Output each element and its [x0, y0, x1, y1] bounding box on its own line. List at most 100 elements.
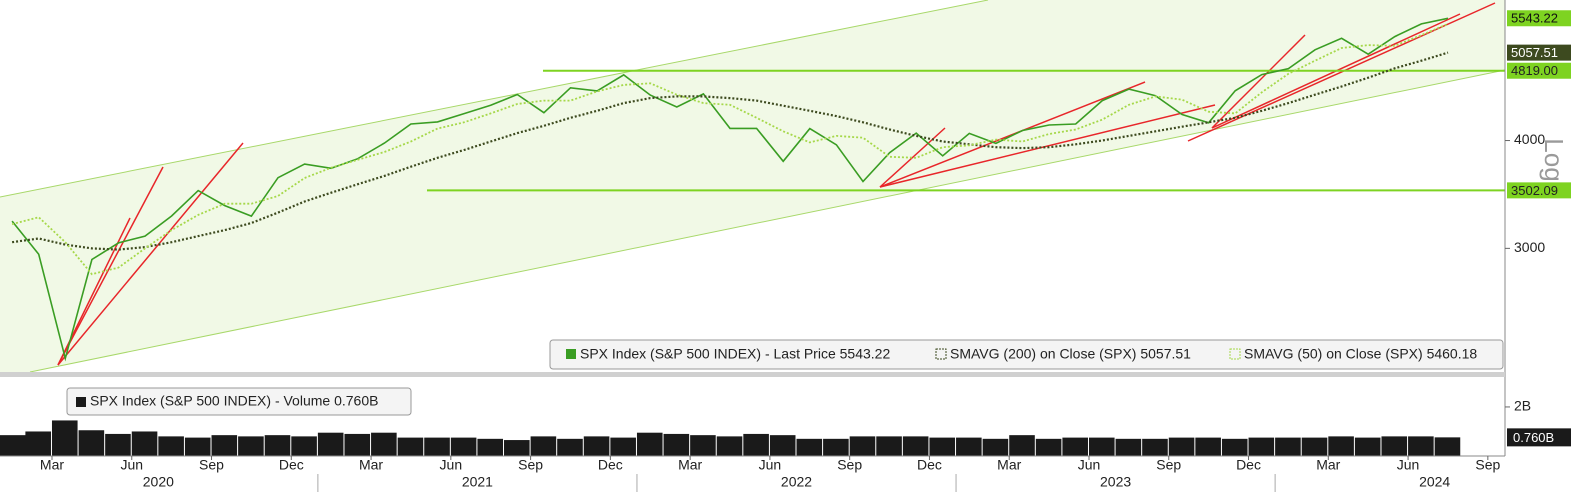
- x-tick-label: Jun: [440, 457, 463, 473]
- x-tick-label: Mar: [997, 457, 1021, 473]
- year-label: 2024: [1419, 474, 1450, 490]
- volume-bar: [716, 436, 743, 456]
- series-line: [11, 17, 1449, 362]
- year-label: 2022: [781, 474, 812, 490]
- year-label: 2023: [1100, 474, 1131, 490]
- legend-marker: [1229, 348, 1241, 360]
- x-tick-label: Dec: [279, 457, 304, 473]
- volume-bar: [450, 437, 477, 456]
- x-tick-label: Dec: [917, 457, 942, 473]
- volume-bar: [477, 438, 504, 456]
- volume-bar: [610, 437, 636, 456]
- volume-bar: [663, 433, 690, 456]
- x-tick-label: Sep: [518, 457, 543, 473]
- volume-bar: [636, 432, 663, 456]
- volume-bar: [1115, 438, 1142, 456]
- volume-bar: [158, 436, 184, 456]
- volume-bar: [291, 436, 317, 456]
- trend-line: [57, 142, 244, 366]
- last-label-box: [1507, 428, 1571, 447]
- volume-bar: [78, 430, 105, 456]
- panel-divider: [0, 372, 1505, 377]
- volume-bar: [211, 435, 238, 456]
- volume-bar: [264, 435, 291, 456]
- volume-bar: [1009, 435, 1035, 456]
- volume-bar: [1301, 437, 1328, 456]
- volume-bar: [1434, 437, 1461, 456]
- level-label: 4819.00: [1511, 63, 1558, 78]
- trend-line: [879, 127, 946, 188]
- volume-bar: [1088, 437, 1115, 456]
- volume-bar: [25, 431, 51, 456]
- volume-bar: [982, 438, 1009, 456]
- trend-line: [879, 104, 1216, 188]
- trend-line: [57, 166, 164, 366]
- last-label: 5057.51: [1511, 45, 1558, 60]
- volume-bar: [557, 438, 583, 456]
- volume-bar: [1168, 437, 1195, 456]
- volume-bar: [317, 432, 344, 456]
- x-tick-label: Jun: [1397, 457, 1420, 473]
- x-tick-label: Dec: [598, 457, 623, 473]
- volume-bar: [530, 436, 557, 456]
- volume-bar: [344, 433, 371, 456]
- volume-bar: [823, 438, 849, 456]
- legend-label: SPX Index (S&P 500 INDEX) - Last Price 5…: [580, 346, 890, 362]
- x-tick-label: Jun: [1078, 457, 1101, 473]
- volume-bar: [1221, 438, 1248, 456]
- volume-bar: [371, 432, 397, 456]
- volume-bar: [583, 436, 610, 456]
- x-tick-label: Dec: [1236, 457, 1261, 473]
- volume-bar: [1328, 436, 1354, 456]
- series-line: [11, 23, 1449, 276]
- volume-bar: [1381, 436, 1408, 456]
- volume-bar: [769, 435, 796, 456]
- x-tick-label: Mar: [40, 457, 64, 473]
- last-label-box: [1507, 44, 1571, 61]
- volume-bar: [1275, 437, 1301, 456]
- y-tick-label: 2B: [1514, 398, 1531, 414]
- volume-bar: [238, 436, 264, 456]
- scale-label: Log: [1539, 138, 1569, 181]
- trend-line: [1211, 34, 1306, 129]
- volume-bar: [902, 436, 929, 456]
- x-tick-label: Mar: [678, 457, 702, 473]
- channel-fill: [0, 0, 1505, 372]
- volume-bar: [0, 435, 26, 456]
- volume-bar: [131, 431, 158, 456]
- volume-bar: [184, 437, 211, 456]
- volume-bar: [397, 437, 424, 456]
- year-label: 2020: [143, 474, 174, 490]
- plot-layer: [0, 17, 1505, 456]
- x-tick-label: Mar: [1316, 457, 1340, 473]
- y-tick-label: 4000: [1514, 131, 1545, 147]
- level-label: 3502.09: [1511, 183, 1558, 198]
- level-label-box: [1507, 62, 1571, 79]
- legend-label: SPX Index (S&P 500 INDEX) - Volume 0.760…: [90, 393, 378, 409]
- last-label: 5543.22: [1511, 11, 1558, 26]
- x-tick-label: Jun: [120, 457, 143, 473]
- year-label: 2021: [462, 474, 493, 490]
- y-tick-label: 3000: [1514, 239, 1545, 255]
- channel-line: [29, 69, 1506, 373]
- volume-bar: [504, 440, 530, 456]
- legend-label: SMAVG (200) on Close (SPX) 5057.51: [950, 346, 1191, 362]
- legend-marker: [935, 348, 947, 360]
- channel-line: [0, 0, 989, 198]
- volume-bar: [1035, 438, 1062, 456]
- legend-marker: [76, 397, 86, 407]
- volume-bar: [1248, 437, 1275, 456]
- volume-bar: [1142, 438, 1168, 456]
- x-tick-label: Sep: [199, 457, 224, 473]
- volume-bar: [849, 436, 876, 456]
- x-tick-label: Sep: [1156, 457, 1181, 473]
- last-label: 0.760B: [1513, 430, 1554, 445]
- last-label-box: [1507, 10, 1571, 27]
- volume-bar: [1354, 437, 1381, 456]
- volume-bar: [956, 437, 982, 456]
- series-line: [11, 51, 1449, 251]
- legend: [549, 339, 1504, 370]
- level-label-box: [1507, 182, 1571, 199]
- volume-legend: [66, 387, 412, 416]
